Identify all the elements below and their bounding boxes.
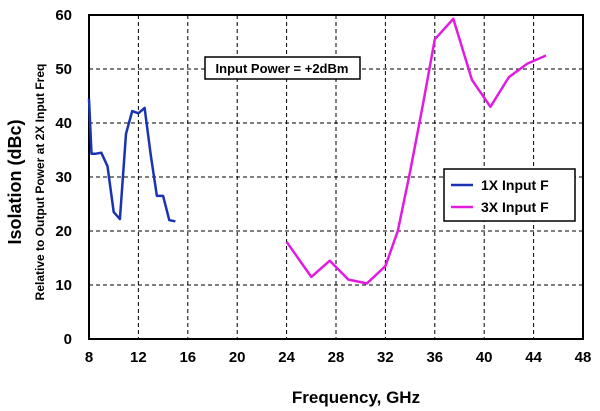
plot-area [88,14,584,340]
legend: 1X Input F 3X Input F [443,168,576,222]
x-tick-label: 8 [85,349,93,366]
x-tick-label: 48 [575,349,592,366]
y-tick-label: 60 [55,7,72,24]
x-tick-label: 12 [130,349,147,366]
legend-label: 1X Input F [481,177,549,193]
annotation-box: Input Power = +2dBm [204,56,361,80]
x-tick-label: 28 [328,349,345,366]
tick-labels: 8 12 16 20 24 28 32 36 40 44 48 0 10 20 30 40 50 60 [55,7,591,366]
series-line [87,98,176,223]
legend-label: 3X Input F [481,199,549,215]
y-axis-title: Isolation (dBc) [5,119,25,244]
y-axis-subtitle: Relative to Output Power at 2X Input Fre… [33,64,47,301]
x-tick-label: 40 [476,349,493,366]
legend-frame [443,168,576,222]
y-tick-label: 10 [55,277,72,294]
x-tick-label: 20 [229,349,246,366]
x-tick-label: 24 [278,349,295,366]
series-line [285,17,547,285]
x-tick-label: 32 [377,349,394,366]
y-tick-label: 50 [55,61,72,78]
y-tick-label: 0 [64,331,72,348]
x-axis-title: Frequency, GHz [292,388,420,407]
annotation-text: Input Power = +2dBm [216,61,349,76]
y-tick-label: 20 [55,223,72,240]
y-tick-label: 40 [55,115,72,132]
x-tick-label: 36 [426,349,443,366]
x-tick-label: 44 [525,349,542,366]
x-tick-label: 16 [179,349,196,366]
y-tick-label: 30 [55,169,72,186]
series-layer [87,17,547,285]
